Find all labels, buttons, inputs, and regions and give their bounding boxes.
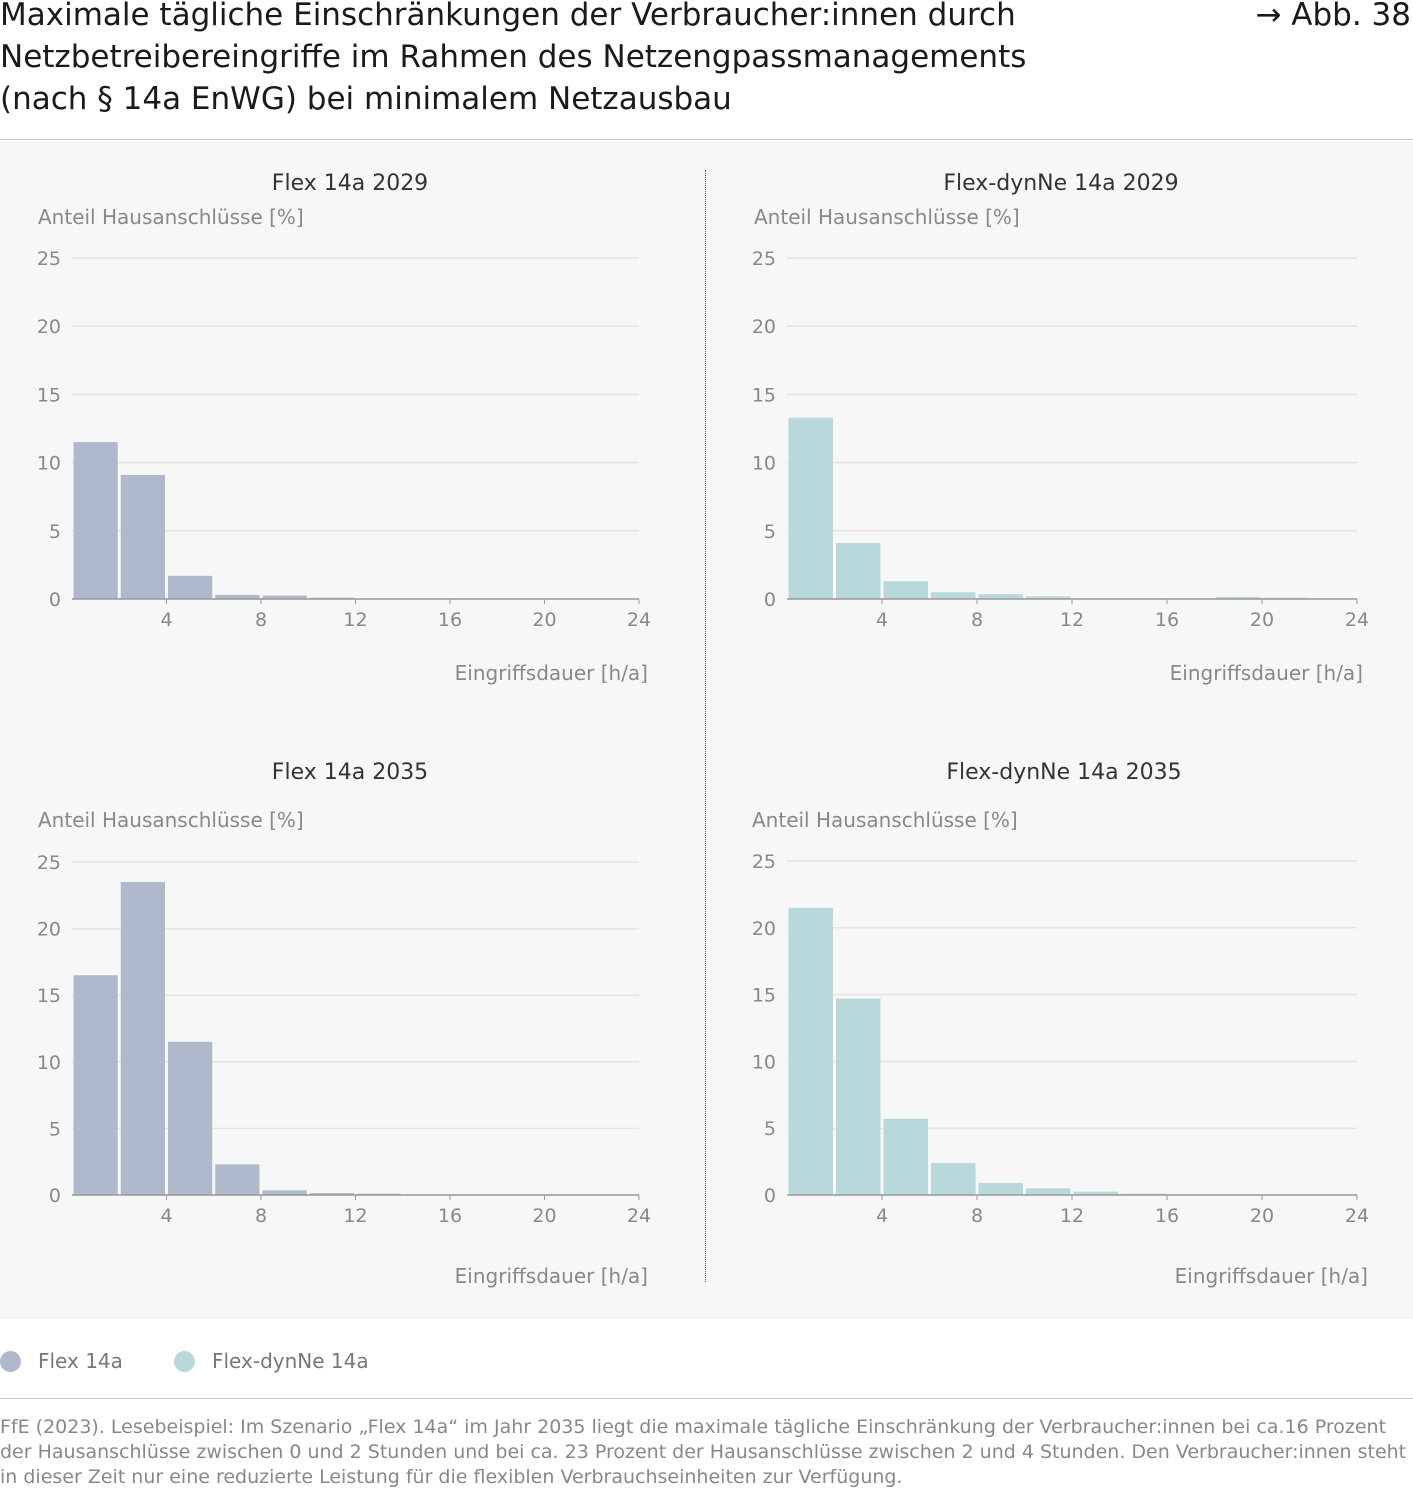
chart-column-divider bbox=[705, 170, 706, 1282]
histogram-bar bbox=[1026, 596, 1071, 599]
histogram-bar bbox=[1216, 596, 1261, 599]
legend-swatch-flex bbox=[0, 1350, 21, 1372]
y-tick-label: 20 bbox=[37, 316, 61, 338]
histogram-bar bbox=[215, 594, 260, 599]
y-tick-label: 0 bbox=[49, 589, 61, 611]
histogram-bar bbox=[1026, 1188, 1071, 1195]
histogram-bar bbox=[1073, 1191, 1118, 1195]
x-tick-label: 20 bbox=[1250, 1205, 1274, 1227]
x-tick-label: 4 bbox=[160, 1205, 172, 1227]
y-axis-label: Anteil Hausanschlüsse [%] bbox=[38, 205, 304, 229]
y-tick-label: 15 bbox=[752, 985, 776, 1007]
y-tick-label: 15 bbox=[752, 384, 776, 406]
histogram-bar bbox=[978, 1182, 1023, 1195]
x-tick-label: 24 bbox=[1345, 609, 1369, 631]
histogram-bar bbox=[931, 1162, 976, 1195]
y-tick-label: 5 bbox=[764, 1118, 776, 1140]
y-tick-label: 25 bbox=[37, 248, 61, 270]
x-tick-label: 12 bbox=[343, 1205, 367, 1227]
header-divider bbox=[0, 139, 1413, 140]
histogram-bar bbox=[309, 1193, 354, 1195]
histogram-bar bbox=[836, 543, 881, 599]
x-tick-label: 12 bbox=[343, 609, 367, 631]
x-tick-label: 20 bbox=[1250, 609, 1274, 631]
histogram-bar bbox=[120, 474, 165, 599]
y-tick-label: 0 bbox=[764, 1185, 776, 1207]
x-tick-label: 8 bbox=[971, 1205, 983, 1227]
x-tick-label: 8 bbox=[971, 609, 983, 631]
y-tick-label: 20 bbox=[752, 918, 776, 940]
x-tick-label: 4 bbox=[876, 609, 888, 631]
y-tick-label: 25 bbox=[37, 852, 61, 874]
histogram-bar bbox=[978, 594, 1023, 599]
y-tick-label: 0 bbox=[49, 1185, 61, 1207]
y-tick-label: 20 bbox=[37, 919, 61, 941]
x-axis-label: Eingriffsdauer [h/a] bbox=[455, 1264, 648, 1288]
x-tick-label: 16 bbox=[438, 609, 462, 631]
histogram-bar bbox=[788, 907, 833, 1195]
x-tick-label: 16 bbox=[438, 1205, 462, 1227]
y-tick-label: 10 bbox=[752, 453, 776, 475]
footer-divider bbox=[0, 1398, 1413, 1399]
histogram-bar bbox=[883, 1118, 928, 1195]
chart-title: Flex 14a 2035 bbox=[272, 760, 428, 785]
y-tick-label: 0 bbox=[764, 589, 776, 611]
x-tick-label: 4 bbox=[876, 1205, 888, 1227]
source-note: FfE (2023). Lesebeispiel: Im Szenario „F… bbox=[0, 1416, 1407, 1488]
legend-item-dynne: Flex-dynNe 14a bbox=[174, 1349, 369, 1373]
y-tick-label: 25 bbox=[752, 851, 776, 873]
histogram-bar bbox=[168, 575, 213, 599]
x-tick-label: 8 bbox=[255, 1205, 267, 1227]
x-tick-label: 24 bbox=[1345, 1205, 1369, 1227]
histogram-bar bbox=[73, 442, 118, 599]
histogram-bar bbox=[168, 1041, 213, 1195]
histogram-bar bbox=[788, 417, 833, 599]
x-tick-label: 20 bbox=[532, 609, 556, 631]
x-tick-label: 20 bbox=[532, 1205, 556, 1227]
y-tick-label: 10 bbox=[37, 453, 61, 475]
histogram-bar bbox=[73, 975, 118, 1195]
chart-title: Flex-dynNe 14a 2035 bbox=[946, 760, 1181, 785]
x-tick-label: 24 bbox=[627, 1205, 651, 1227]
histogram-bar bbox=[262, 1190, 307, 1195]
y-tick-label: 5 bbox=[49, 1118, 61, 1140]
x-tick-label: 4 bbox=[160, 609, 172, 631]
x-tick-label: 12 bbox=[1060, 609, 1084, 631]
y-tick-label: 20 bbox=[752, 316, 776, 338]
y-tick-label: 15 bbox=[37, 985, 61, 1007]
x-axis-label: Eingriffsdauer [h/a] bbox=[1170, 661, 1363, 685]
y-axis-label: Anteil Hausanschlüsse [%] bbox=[752, 808, 1018, 832]
histogram-bar bbox=[215, 1164, 260, 1195]
histogram-bar bbox=[836, 998, 881, 1195]
x-tick-label: 12 bbox=[1060, 1205, 1084, 1227]
y-axis-label: Anteil Hausanschlüsse [%] bbox=[38, 808, 304, 832]
histogram-bar bbox=[262, 595, 307, 599]
y-tick-label: 10 bbox=[752, 1051, 776, 1073]
histogram-bar bbox=[883, 581, 928, 599]
chart-title: Flex 14a 2029 bbox=[272, 171, 428, 196]
y-tick-label: 25 bbox=[752, 248, 776, 270]
legend-label-flex: Flex 14a bbox=[38, 1349, 123, 1373]
x-tick-label: 24 bbox=[627, 609, 651, 631]
histogram-bar bbox=[931, 592, 976, 599]
figure-title: Maximale tägliche Einschränkungen der Ve… bbox=[0, 0, 1027, 117]
x-axis-label: Eingriffsdauer [h/a] bbox=[455, 661, 648, 685]
x-tick-label: 16 bbox=[1155, 1205, 1179, 1227]
x-tick-label: 8 bbox=[255, 609, 267, 631]
y-tick-label: 10 bbox=[37, 1052, 61, 1074]
y-axis-label: Anteil Hausanschlüsse [%] bbox=[754, 205, 1020, 229]
chart-title: Flex-dynNe 14a 2029 bbox=[943, 171, 1178, 196]
histogram-bar bbox=[120, 881, 165, 1195]
legend-item-flex: Flex 14a bbox=[0, 1349, 123, 1373]
x-tick-label: 16 bbox=[1155, 609, 1179, 631]
legend-label-dynne: Flex-dynNe 14a bbox=[212, 1349, 369, 1373]
figure-reference-link[interactable]: → Abb. 38 bbox=[1255, 0, 1411, 33]
x-axis-label: Eingriffsdauer [h/a] bbox=[1175, 1264, 1368, 1288]
charts-panel bbox=[0, 141, 1413, 1319]
y-tick-label: 15 bbox=[37, 384, 61, 406]
legend-swatch-dynne bbox=[174, 1350, 195, 1372]
y-tick-label: 5 bbox=[49, 521, 61, 543]
y-tick-label: 5 bbox=[764, 521, 776, 543]
